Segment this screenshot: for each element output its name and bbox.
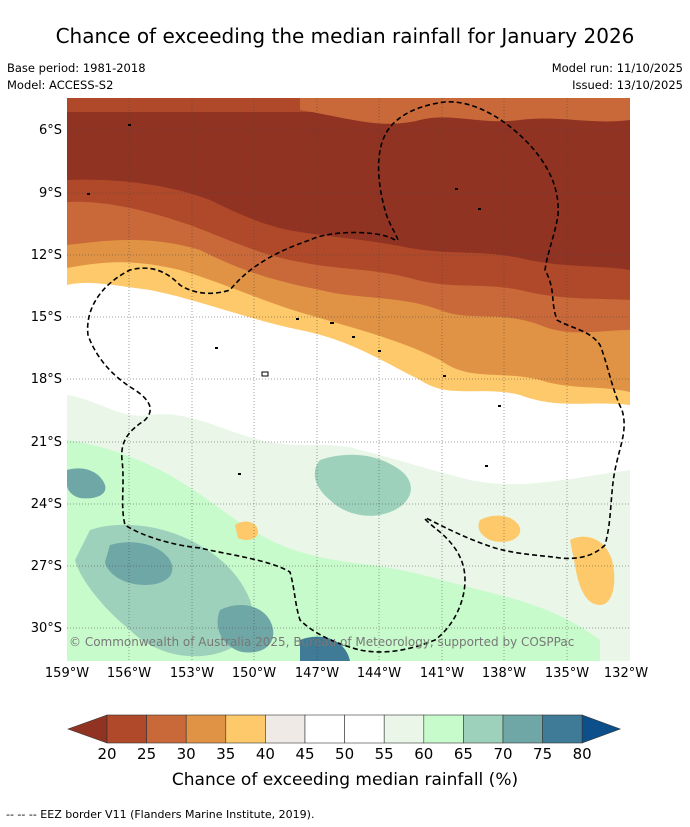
lat-label-6s: 6°S — [38, 123, 62, 138]
colorbar-swatch — [383, 714, 425, 744]
colorbar-swatch — [344, 714, 385, 744]
graticule — [67, 98, 630, 661]
colorbar-swatch — [502, 714, 543, 744]
copyright-text: © Commonwealth of Australia 2025, Bureau… — [69, 635, 575, 649]
colorbar-arrow-high — [581, 714, 622, 744]
patch-dry-c — [235, 521, 258, 540]
patch-dry-a — [570, 536, 615, 605]
lat-label-30s: 30°S — [30, 621, 62, 636]
model-run: Model run: 11/10/2025 — [551, 61, 683, 75]
lat-label-18s: 18°S — [30, 372, 62, 387]
model-name: Model: ACCESS-S2 — [7, 78, 114, 92]
meta-left: Base period: 1981-2018 Model: ACCESS-S2 — [7, 60, 146, 94]
base-period: Base period: 1981-2018 — [7, 61, 146, 75]
lon-label-141w: 141°W — [419, 666, 465, 681]
colorbar-tick-label: 40 — [255, 745, 275, 763]
patch-75-80-b — [217, 605, 274, 653]
lon-label-150w: 150°W — [231, 666, 277, 681]
lon-label-147w: 147°W — [294, 666, 340, 681]
colorbar-tick-label: 60 — [414, 745, 434, 763]
colorbar-tick-label: 25 — [137, 745, 157, 763]
patch-70-75-b — [314, 454, 411, 516]
lon-label-138w: 138°W — [481, 666, 527, 681]
colorbar-tick-label: 30 — [176, 745, 196, 763]
colorbar-tick-label: 55 — [374, 745, 394, 763]
colorbar-tick-label: 45 — [295, 745, 315, 763]
patch-80-plus — [300, 636, 350, 661]
colorbar-tick-label: 70 — [493, 745, 513, 763]
lat-label-9s: 9°S — [38, 186, 62, 201]
colorbar-tick-label: 75 — [533, 745, 553, 763]
colorbar-swatch — [463, 714, 504, 744]
band-below-20 — [67, 112, 630, 270]
eez-border-french-polynesia — [86, 101, 625, 653]
colorbar-swatch — [185, 714, 227, 744]
lon-label-159w: 159°W — [44, 666, 90, 681]
lat-label-21s: 21°S — [30, 435, 62, 450]
colorbar-title: Chance of exceeding median rainfall (%) — [171, 770, 519, 790]
colorbar-tick-label: 20 — [97, 745, 117, 763]
lon-label-144w: 144°W — [356, 666, 402, 681]
colorbar-tick-label: 80 — [572, 745, 592, 763]
colorbar-swatch — [106, 714, 147, 744]
lon-label-132w: 132°W — [603, 666, 649, 681]
colorbar-tick-label: 65 — [453, 745, 473, 763]
footer-legend: -- -- -- EEZ border V11 (Flanders Marine… — [6, 808, 315, 821]
lat-label-27s: 27°S — [30, 559, 62, 574]
lon-label-156w: 156°W — [106, 666, 152, 681]
lat-label-12s: 12°S — [30, 248, 62, 263]
lon-label-153w: 153°W — [169, 666, 215, 681]
patch-75-80 — [105, 542, 173, 585]
colorbar-swatch — [542, 714, 583, 744]
map-panel — [67, 98, 630, 661]
colorbar-arrow-low — [67, 714, 108, 744]
colorbar-swatches — [67, 714, 622, 744]
colorbar-tick-label: 50 — [335, 745, 355, 763]
patch-70-75-c — [67, 468, 106, 499]
colorbar-swatch — [265, 714, 306, 744]
colorbar-swatch — [304, 714, 345, 744]
issued-date: Issued: 13/10/2025 — [572, 78, 683, 92]
colorbar-swatch — [225, 714, 266, 744]
lon-label-135w: 135°W — [544, 666, 590, 681]
meta-right: Model run: 11/10/2025 Issued: 13/10/2025 — [552, 60, 683, 94]
lat-label-24s: 24°S — [30, 497, 62, 512]
map-title: Chance of exceeding the median rainfall … — [55, 24, 635, 48]
colorbar-swatch — [146, 714, 187, 744]
band-top-light — [300, 98, 630, 124]
colorbar-tick-label: 35 — [216, 745, 236, 763]
patch-dry-b — [478, 515, 521, 542]
lat-label-15s: 15°S — [30, 310, 62, 325]
colorbar-swatch — [423, 714, 464, 744]
island-markers — [87, 124, 501, 475]
colorbar — [67, 714, 622, 744]
